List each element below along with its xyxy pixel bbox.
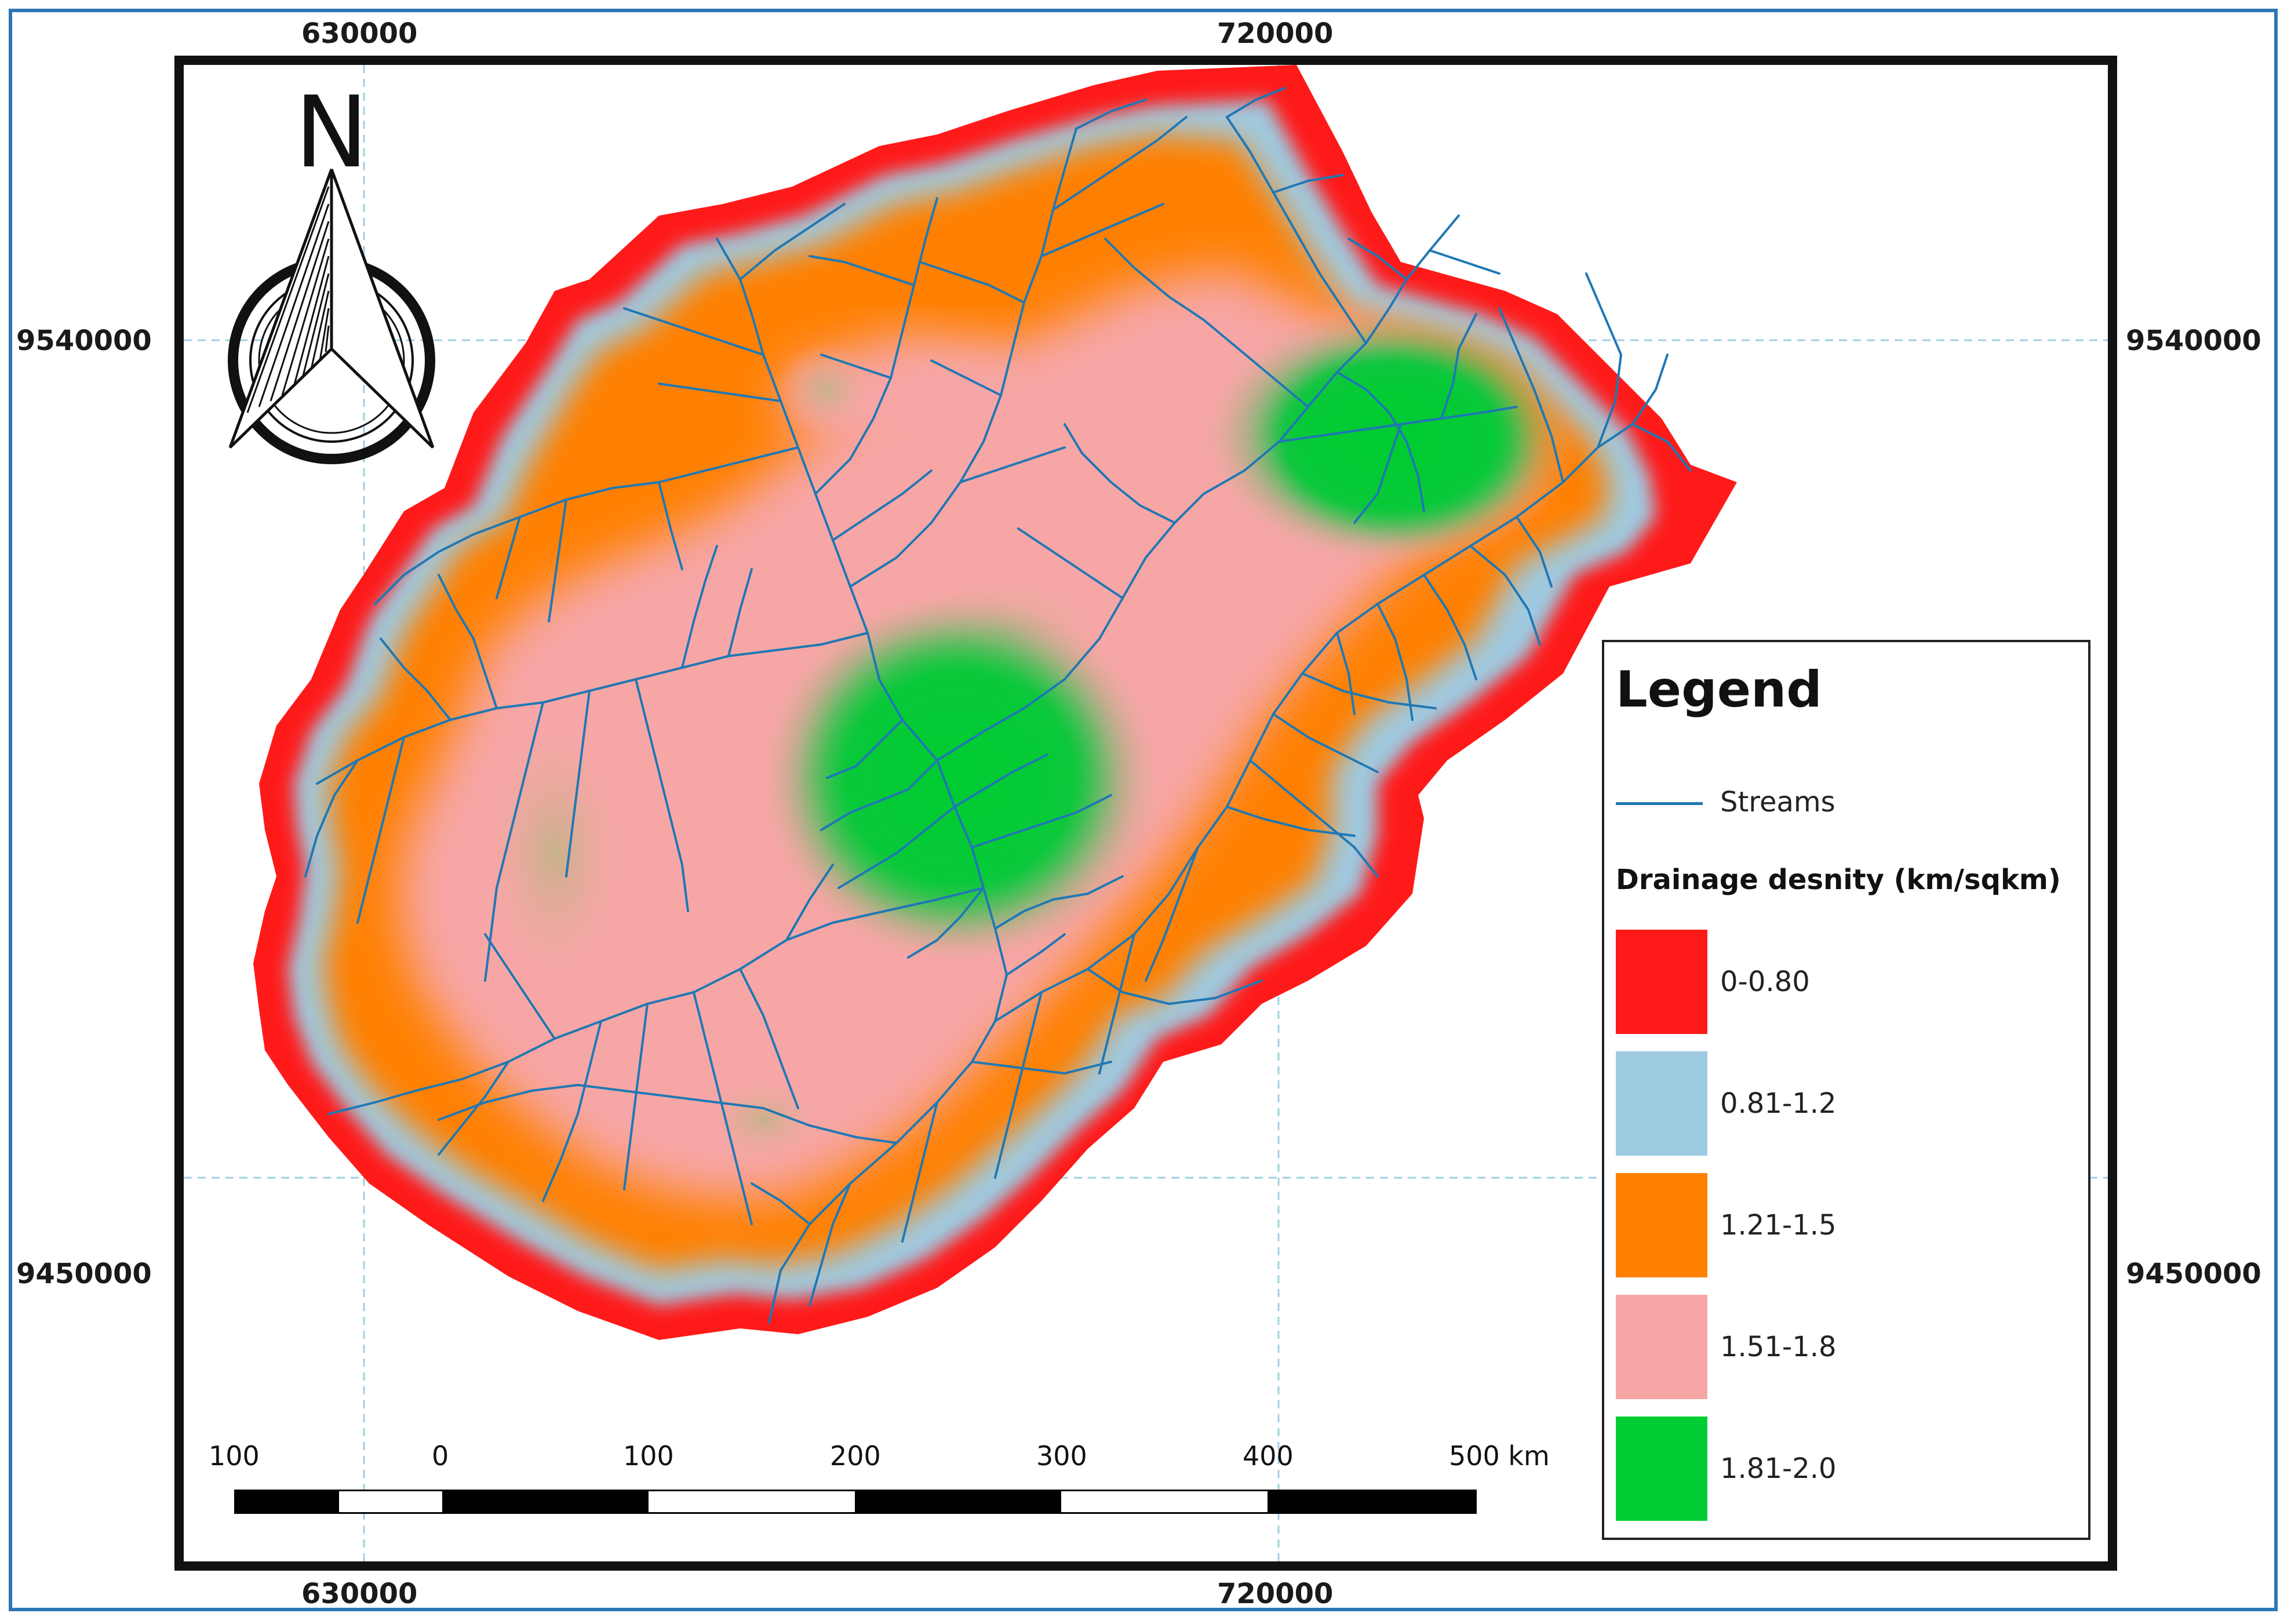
khaki-patch-west — [474, 702, 636, 1004]
stream-legend-line — [1616, 802, 1703, 805]
swatch-class-3 — [1616, 1173, 1707, 1277]
scale-seg-7 — [1267, 1491, 1475, 1512]
outer-border — [9, 9, 2278, 1611]
grid-label-top-630000: 630000 — [301, 17, 418, 50]
legend-panel: Legend Streams Drainage desnity (km/sqkm… — [1602, 640, 2090, 1540]
grid-label-bottom-630000: 630000 — [301, 1578, 418, 1610]
scale-label-0: 0 — [432, 1440, 449, 1472]
density-legend-title: Drainage desnity (km/sqkm) — [1616, 864, 2061, 896]
grid-label-top-720000: 720000 — [1217, 17, 1334, 50]
streams-layer — [304, 87, 1692, 1324]
swatch-class-5 — [1616, 1417, 1707, 1521]
scale-seg-4 — [649, 1491, 855, 1512]
grid-label-right-9540000: 9540000 — [2126, 325, 2261, 357]
grid-label-bottom-720000: 720000 — [1217, 1578, 1334, 1610]
grid-label-right-9450000: 9450000 — [2126, 1258, 2261, 1290]
scale-seg-6 — [1061, 1491, 1267, 1512]
north-letter: N — [294, 75, 368, 190]
scale-seg-3 — [442, 1491, 649, 1512]
legend-title: Legend — [1616, 661, 1822, 719]
north-arrow: N — [228, 75, 435, 464]
swatch-class-2 — [1616, 1051, 1707, 1156]
scale-label-100: 100 — [623, 1440, 674, 1472]
map-frame: N — [174, 56, 2117, 1571]
swatch-class-1 — [1616, 930, 1707, 1034]
scale-bar — [234, 1490, 1477, 1514]
label-class-5: 1.81-2.0 — [1720, 1452, 1837, 1485]
green-northeast-core — [1285, 361, 1517, 523]
scale-seg-5 — [855, 1491, 1061, 1512]
scale-label-400: 400 — [1243, 1440, 1294, 1472]
scale-label-100-left: 100 — [209, 1440, 260, 1472]
scale-seg-1 — [236, 1491, 339, 1512]
map-canvas: N — [184, 65, 2108, 1561]
grid-label-left-9450000: 9450000 — [16, 1258, 152, 1290]
grid-label-left-9540000: 9540000 — [16, 325, 152, 357]
north-arrow-right-half — [330, 169, 435, 449]
label-class-3: 1.21-1.5 — [1720, 1209, 1837, 1241]
scale-seg-2 — [339, 1491, 442, 1512]
scale-label-500-km: 500 km — [1449, 1440, 1550, 1472]
green-center-core — [821, 644, 1088, 911]
swatch-class-4 — [1616, 1295, 1707, 1399]
label-class-2: 0.81-1.2 — [1720, 1087, 1837, 1120]
label-class-4: 1.51-1.8 — [1720, 1331, 1837, 1363]
drainage-density-raster — [253, 65, 1737, 1340]
scale-label-200: 200 — [830, 1440, 881, 1472]
stream-legend-label: Streams — [1720, 786, 1835, 818]
label-class-1: 0-0.80 — [1720, 966, 1810, 998]
scale-label-300: 300 — [1036, 1440, 1087, 1472]
